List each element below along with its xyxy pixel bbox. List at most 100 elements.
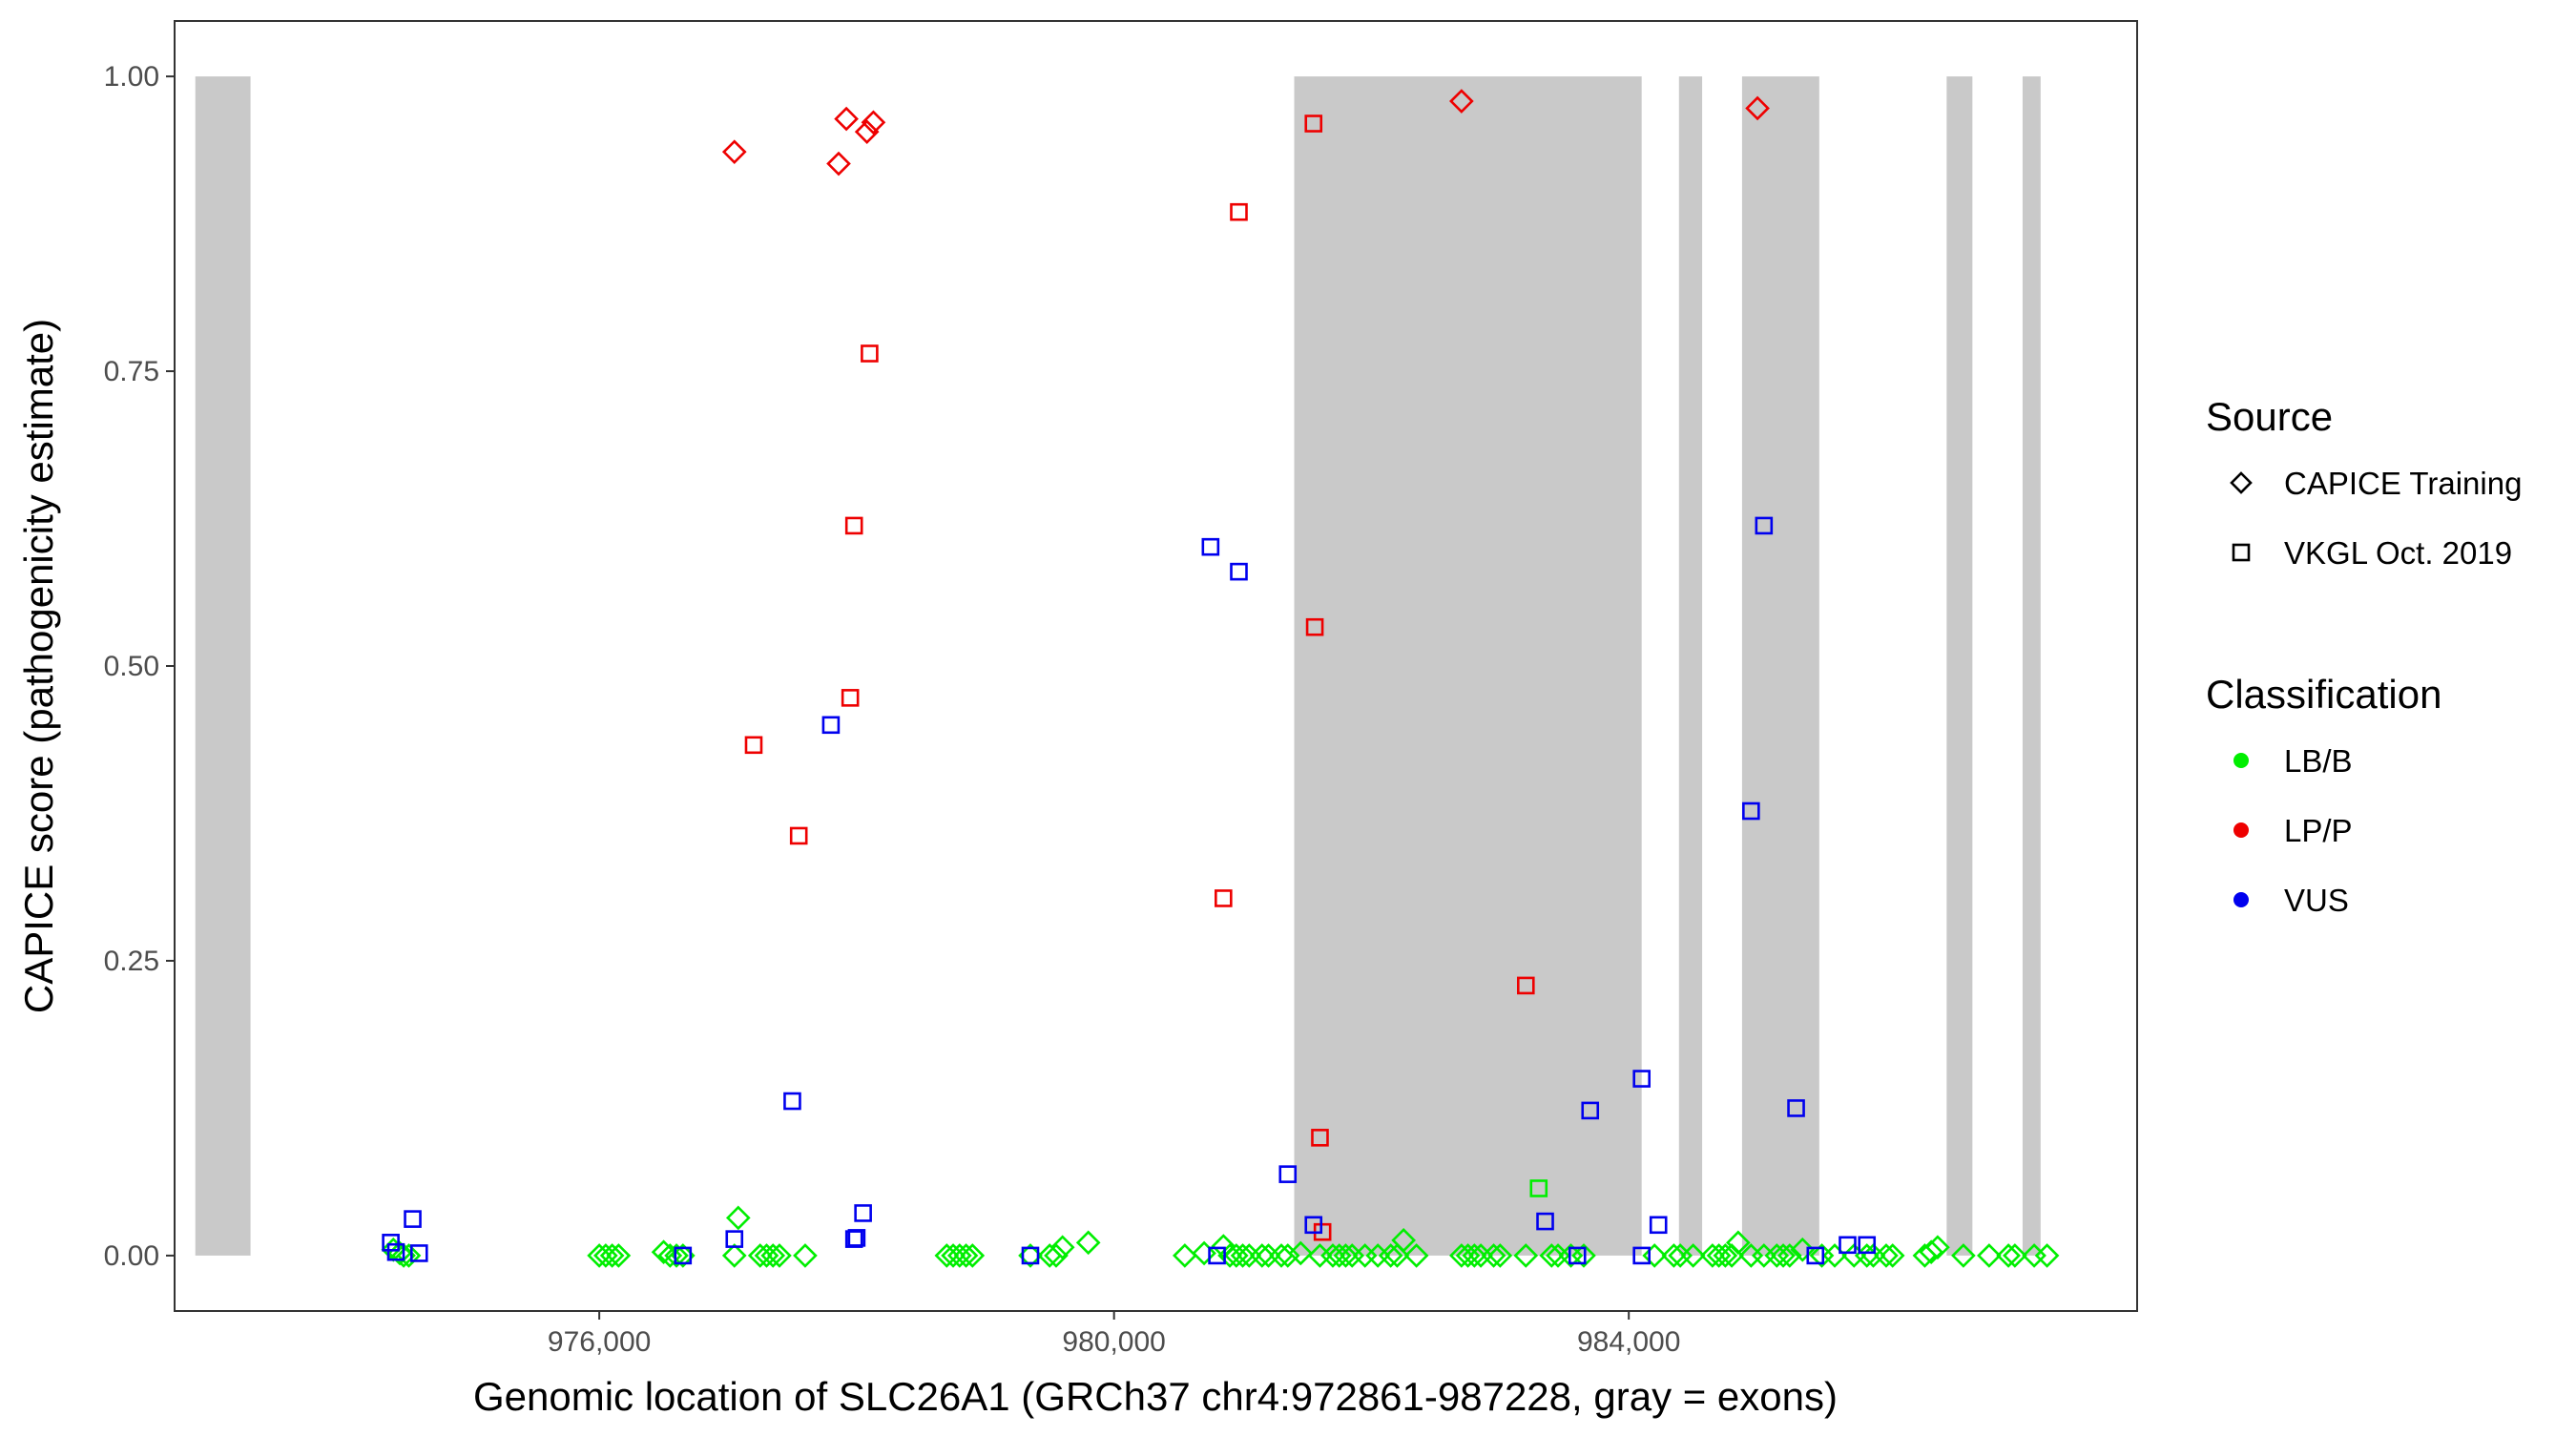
data-point-diamond <box>1269 1243 1294 1268</box>
data-point-diamond <box>1075 1230 1101 1256</box>
data-point-square <box>382 1234 400 1252</box>
data-point-diamond <box>396 1243 422 1268</box>
data-point-diamond <box>606 1243 632 1268</box>
x-axis-title: Genomic location of SLC26A1 (GRCh37 chr4… <box>473 1374 1838 1419</box>
data-point-diamond <box>2003 1243 2027 1268</box>
exon-bar-4 <box>1741 76 1819 1256</box>
data-point-square <box>1304 114 1323 133</box>
data-point-square <box>1208 1246 1226 1265</box>
x-tick-label: 984,000 <box>1577 1326 1680 1358</box>
data-point-square <box>1787 1099 1805 1117</box>
data-point-square <box>1529 1179 1548 1197</box>
data-point-square <box>783 1092 801 1111</box>
data-point-diamond <box>651 1239 676 1265</box>
y-tick-label: 0.50 <box>104 651 159 682</box>
data-point-diamond <box>1378 1243 1403 1268</box>
y-axis: 0.00 0.25 0.50 0.75 1.00 <box>104 61 175 1272</box>
data-point-diamond <box>1919 1239 1944 1265</box>
data-point-square <box>1632 1070 1651 1088</box>
data-point-diamond <box>1481 1243 1506 1268</box>
data-point-diamond <box>599 1243 625 1268</box>
data-point-diamond <box>721 1243 747 1268</box>
exon-layer <box>195 76 2041 1256</box>
data-point-square <box>404 1210 422 1228</box>
data-point-diamond <box>1880 1243 1905 1268</box>
data-point-diamond <box>861 110 886 135</box>
legend-vus-key <box>2233 892 2249 907</box>
data-point-diamond <box>767 1243 792 1268</box>
data-point-diamond <box>1275 1243 1300 1268</box>
data-point-diamond <box>1288 1240 1314 1266</box>
data-point-square <box>674 1246 693 1265</box>
legend-classification-item-lpp: LP/P <box>2284 813 2353 848</box>
exon-bar-5 <box>1946 76 1973 1256</box>
data-point-diamond <box>1384 1243 1410 1268</box>
y-tick-label: 1.00 <box>104 61 159 93</box>
data-point-square <box>847 1229 866 1247</box>
data-point-diamond <box>1513 1243 1539 1268</box>
data-point-square <box>844 516 863 535</box>
data-point-square <box>1536 1212 1554 1231</box>
data-point-diamond <box>1249 1243 1275 1268</box>
data-point-diamond <box>1771 1243 1796 1268</box>
legend-diamond-key <box>2230 471 2253 494</box>
point-layer <box>381 89 2060 1268</box>
data-point-diamond <box>960 1243 986 1268</box>
data-point-diamond <box>1333 1243 1359 1268</box>
data-point-square <box>1201 537 1220 556</box>
data-point-diamond <box>760 1243 786 1268</box>
x-tick-label: 976,000 <box>548 1326 651 1358</box>
data-point-diamond <box>793 1243 818 1268</box>
exon-bar-2 <box>1294 76 1642 1256</box>
data-point-square <box>1755 516 1774 535</box>
data-point-square <box>1215 889 1233 907</box>
data-point-diamond <box>1790 1237 1816 1262</box>
data-point-square <box>789 826 808 845</box>
data-point-diamond <box>834 106 859 132</box>
data-point-diamond <box>2034 1243 2060 1268</box>
data-point-diamond <box>1462 1243 1487 1268</box>
y-axis-title: CAPICE score (pathogenicity estimate) <box>16 319 61 1013</box>
data-point-diamond <box>1449 89 1474 114</box>
data-point-square <box>821 716 841 735</box>
data-point-diamond <box>1680 1243 1706 1268</box>
data-point-square <box>861 344 879 363</box>
legend-classification-item-vus: VUS <box>2284 883 2349 918</box>
data-point-diamond <box>1661 1243 1687 1268</box>
data-point-square <box>1278 1165 1298 1183</box>
data-point-diamond <box>1726 1230 1751 1256</box>
legend-source-item-training: CAPICE Training <box>2284 466 2522 501</box>
data-point-square <box>1632 1246 1651 1265</box>
data-point-square <box>1516 976 1535 995</box>
legend-classification-title: Classification <box>2206 672 2441 717</box>
data-point-diamond <box>1403 1243 1429 1268</box>
data-point-diamond <box>1230 1243 1256 1268</box>
x-axis: 976,000 980,000 984,000 <box>548 1311 1680 1358</box>
data-point-diamond <box>1571 1243 1596 1268</box>
legend-source-title: Source <box>2206 394 2333 439</box>
data-point-diamond <box>1776 1243 1802 1268</box>
legend-source: Source CAPICE Training VKGL Oct. 2019 <box>2206 394 2522 571</box>
data-point-diamond <box>1977 1243 2002 1268</box>
data-point-diamond <box>1044 1243 1069 1268</box>
data-point-diamond <box>1391 1228 1416 1253</box>
data-point-square <box>841 689 860 707</box>
data-point-square <box>1858 1236 1877 1255</box>
exon-bar-6 <box>2022 76 2041 1256</box>
legend-square-key <box>2232 543 2251 562</box>
data-point-diamond <box>1192 1240 1216 1266</box>
data-point-square <box>1839 1236 1857 1255</box>
data-point-diamond <box>1925 1235 1950 1260</box>
exon-bar-3 <box>1678 76 1703 1256</box>
legend-classification: Classification LB/B LP/P VUS <box>2206 672 2441 918</box>
exon-bar-1 <box>195 76 251 1256</box>
data-point-square <box>1581 1101 1600 1120</box>
data-point-square <box>1304 1216 1323 1235</box>
data-point-square <box>409 1244 428 1262</box>
data-point-diamond <box>953 1243 979 1268</box>
y-tick-label: 0.75 <box>104 356 159 387</box>
data-point-diamond <box>1049 1235 1075 1260</box>
data-point-square <box>1568 1246 1587 1265</box>
